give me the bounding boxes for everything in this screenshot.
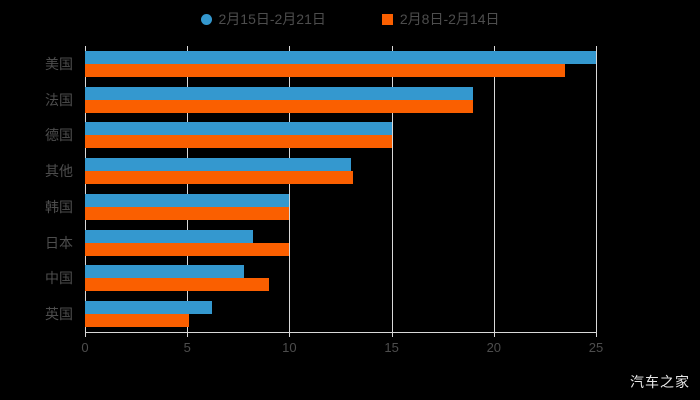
bar[interactable] — [85, 206, 290, 220]
x-axis-tick-label: 25 — [588, 340, 604, 355]
x-axis-tick-label: 5 — [183, 340, 191, 355]
gridline — [493, 46, 495, 332]
gridline — [187, 46, 189, 332]
bar-group — [85, 301, 596, 328]
x-axis-tick — [391, 332, 393, 337]
x-axis-tick-label: 10 — [282, 340, 297, 355]
bar[interactable] — [85, 158, 351, 172]
y-axis-line — [85, 46, 86, 332]
bar[interactable] — [85, 265, 245, 279]
bar-group — [85, 229, 596, 256]
category-label: 日本 — [45, 234, 73, 251]
x-axis-line — [85, 332, 596, 333]
x-axis-tick-label: 0 — [81, 340, 89, 355]
bar[interactable] — [85, 314, 190, 328]
bar[interactable] — [85, 193, 290, 207]
bar[interactable] — [85, 242, 290, 256]
bar[interactable] — [85, 99, 474, 113]
legend-label-series-b: 2月8日-2月14日 — [399, 11, 500, 27]
bar[interactable] — [85, 50, 596, 64]
bar[interactable] — [85, 278, 269, 292]
bar-group — [85, 50, 596, 77]
category-label: 中国 — [45, 270, 73, 287]
bar[interactable] — [85, 171, 353, 185]
x-axis-tick-label: 15 — [384, 340, 399, 355]
bar[interactable] — [85, 63, 566, 77]
plot-area — [85, 46, 597, 337]
legend-square-marker-icon — [381, 13, 393, 25]
category-label: 韩国 — [45, 198, 73, 215]
gridline — [391, 46, 393, 332]
bar-group — [85, 193, 596, 220]
x-axis-tick-label: 20 — [486, 340, 502, 355]
category-label: 英国 — [45, 306, 73, 323]
x-axis-tick — [596, 332, 597, 337]
legend-item-series-a[interactable]: 2月15日-2月21日 — [200, 11, 326, 27]
legend-circle-marker-icon — [200, 13, 212, 25]
x-axis-tick — [85, 332, 86, 337]
bar-group — [85, 122, 596, 149]
x-axis-tick — [187, 332, 189, 337]
bar-group — [85, 86, 596, 113]
bar[interactable] — [85, 135, 392, 149]
category-label: 美国 — [45, 55, 73, 72]
category-label: 法国 — [45, 91, 73, 108]
bar[interactable] — [85, 301, 212, 315]
legend-label-series-a: 2月15日-2月21日 — [218, 11, 326, 27]
gridline — [596, 46, 597, 332]
bar-group — [85, 158, 596, 185]
x-axis-tick — [289, 332, 291, 337]
legend-item-series-b[interactable]: 2月8日-2月14日 — [381, 11, 500, 27]
chart-legend: 2月15日-2月21日 2月8日-2月14日 — [0, 6, 700, 32]
bar[interactable] — [85, 229, 253, 243]
category-label: 其他 — [45, 163, 73, 180]
x-axis-tick — [493, 332, 495, 337]
bar[interactable] — [85, 122, 392, 136]
bar-group — [85, 265, 596, 292]
category-label: 德国 — [45, 127, 73, 144]
gridline — [289, 46, 291, 332]
watermark: 汽车之家 — [630, 374, 690, 390]
bar[interactable] — [85, 86, 474, 100]
